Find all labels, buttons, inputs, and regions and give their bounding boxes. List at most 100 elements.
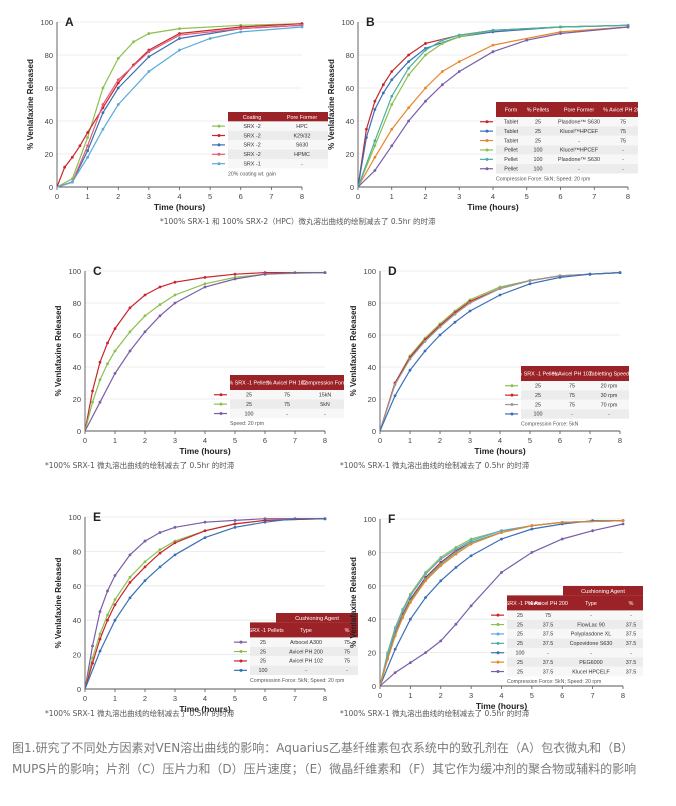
- data-point: [70, 180, 74, 184]
- legend-header-cell: Compression Force: [301, 381, 348, 387]
- legend-cell: 75: [620, 120, 626, 126]
- y-tick-label: 0: [49, 183, 53, 192]
- data-point: [491, 28, 495, 32]
- series-line-7: [379, 523, 624, 687]
- data-point: [439, 564, 443, 568]
- legend-cell: 15kN: [319, 393, 332, 399]
- legend-cell: 75: [344, 649, 350, 655]
- data-point: [233, 272, 237, 276]
- x-tick-label: 2: [116, 192, 120, 201]
- legend-cell: Arbocel A300: [290, 640, 322, 646]
- legend-group-header-bg: [276, 613, 358, 623]
- data-point: [98, 400, 102, 404]
- x-tick-label: 8: [323, 436, 327, 445]
- legend-cell: 25: [246, 402, 252, 408]
- data-point: [263, 272, 267, 276]
- legend-table: Cushioning Agent % SRX -1 Pellets% Avicel…: [491, 586, 643, 685]
- y-tick-label: 0: [350, 183, 354, 192]
- data-point: [91, 661, 94, 665]
- series-line-5: [56, 26, 303, 188]
- legend-cell: Copovidone S630: [570, 641, 613, 647]
- legend-cell: -: [571, 412, 573, 418]
- data-point: [128, 553, 132, 557]
- data-point: [113, 603, 117, 607]
- legend-key-marker: [510, 403, 514, 407]
- y-tick-label: 100: [68, 267, 81, 276]
- legend-cell: 37.5: [626, 669, 637, 675]
- data-point: [147, 55, 151, 59]
- legend-cell: SRX -2: [243, 133, 260, 139]
- legend-cell: K29/32: [293, 133, 310, 139]
- y-tick-label: 60: [45, 84, 53, 93]
- panel-label: F: [388, 512, 395, 526]
- data-point: [424, 572, 427, 576]
- data-point: [500, 537, 503, 541]
- legend-row-bg: [230, 408, 344, 419]
- data-point: [113, 327, 117, 330]
- data-point: [293, 271, 297, 274]
- y-tick-label: 20: [346, 150, 354, 159]
- data-point: [128, 580, 132, 584]
- legend-header-cell: % Pellets: [527, 108, 550, 114]
- legend-cell: 25: [535, 402, 541, 408]
- x-tick-label: 6: [263, 436, 267, 445]
- data-point: [424, 99, 427, 103]
- data-point: [491, 43, 495, 47]
- x-tick-label: 0: [378, 436, 382, 445]
- data-point: [116, 56, 120, 60]
- data-point: [178, 37, 181, 40]
- data-point: [457, 33, 461, 37]
- panel-label: D: [388, 264, 397, 278]
- data-point: [424, 579, 427, 583]
- legend-cell: SRX -2: [243, 152, 260, 158]
- data-point: [408, 617, 412, 621]
- series-line-5: [379, 520, 623, 687]
- legend-header-bg: [496, 102, 638, 118]
- data-point: [113, 618, 117, 622]
- legend-cell: SRX -2: [243, 143, 260, 149]
- legend-row-bg: [496, 154, 638, 165]
- legend-header-cell: % Avicel PH 102: [267, 381, 307, 387]
- data-point: [500, 571, 503, 574]
- legend-header-cell: Coating: [243, 115, 262, 121]
- legend-row-bg: [250, 646, 358, 657]
- data-point: [233, 522, 237, 526]
- legend-key-marker: [219, 412, 223, 416]
- y-tick-label: 40: [368, 363, 376, 372]
- legend-cell: Tablet: [504, 129, 519, 135]
- y-tick-label: 20: [368, 395, 376, 404]
- x-tick-label: 5: [528, 436, 532, 445]
- legend-table: Form % Pellets Pore Former % Avicel PH 200 T…: [480, 102, 643, 182]
- legend-cell: 37.5: [626, 622, 637, 628]
- legend-cell: 75: [569, 384, 575, 390]
- data-point: [173, 280, 177, 284]
- y-tick-label: 20: [73, 651, 81, 660]
- x-axis-title: Time (hours): [467, 202, 518, 212]
- legend-header-cell: % SRX -1 Pellets: [499, 601, 541, 607]
- data-point: [530, 524, 534, 528]
- legend-cell: -: [608, 412, 610, 418]
- legend-key-marker: [239, 640, 243, 644]
- x-tick-label: 5: [525, 192, 529, 201]
- data-point: [407, 106, 411, 110]
- y-axis-title: % Venlafaxine Released: [26, 59, 35, 150]
- data-point: [208, 37, 212, 40]
- legend-cell: -: [286, 411, 288, 417]
- y-tick-label: 100: [341, 18, 354, 27]
- data-point: [86, 136, 90, 139]
- y-axis-title: % Venlafaxine Released: [349, 306, 358, 397]
- data-point: [98, 637, 102, 641]
- legend-row-bg: [228, 149, 328, 159]
- data-point: [106, 618, 109, 622]
- data-point: [500, 530, 503, 534]
- data-point: [390, 127, 394, 131]
- data-point: [106, 613, 109, 617]
- panel-note: *100% SRX-1 微丸溶出曲线的绘制减去了 0.5hr 的时滞: [340, 460, 530, 470]
- legend-header-cell: %: [629, 601, 634, 607]
- legend-cell: -: [324, 411, 326, 417]
- data-point: [91, 400, 94, 404]
- data-point: [440, 42, 444, 45]
- data-point: [491, 50, 495, 54]
- legend-key-marker: [219, 393, 223, 397]
- data-point: [178, 33, 181, 37]
